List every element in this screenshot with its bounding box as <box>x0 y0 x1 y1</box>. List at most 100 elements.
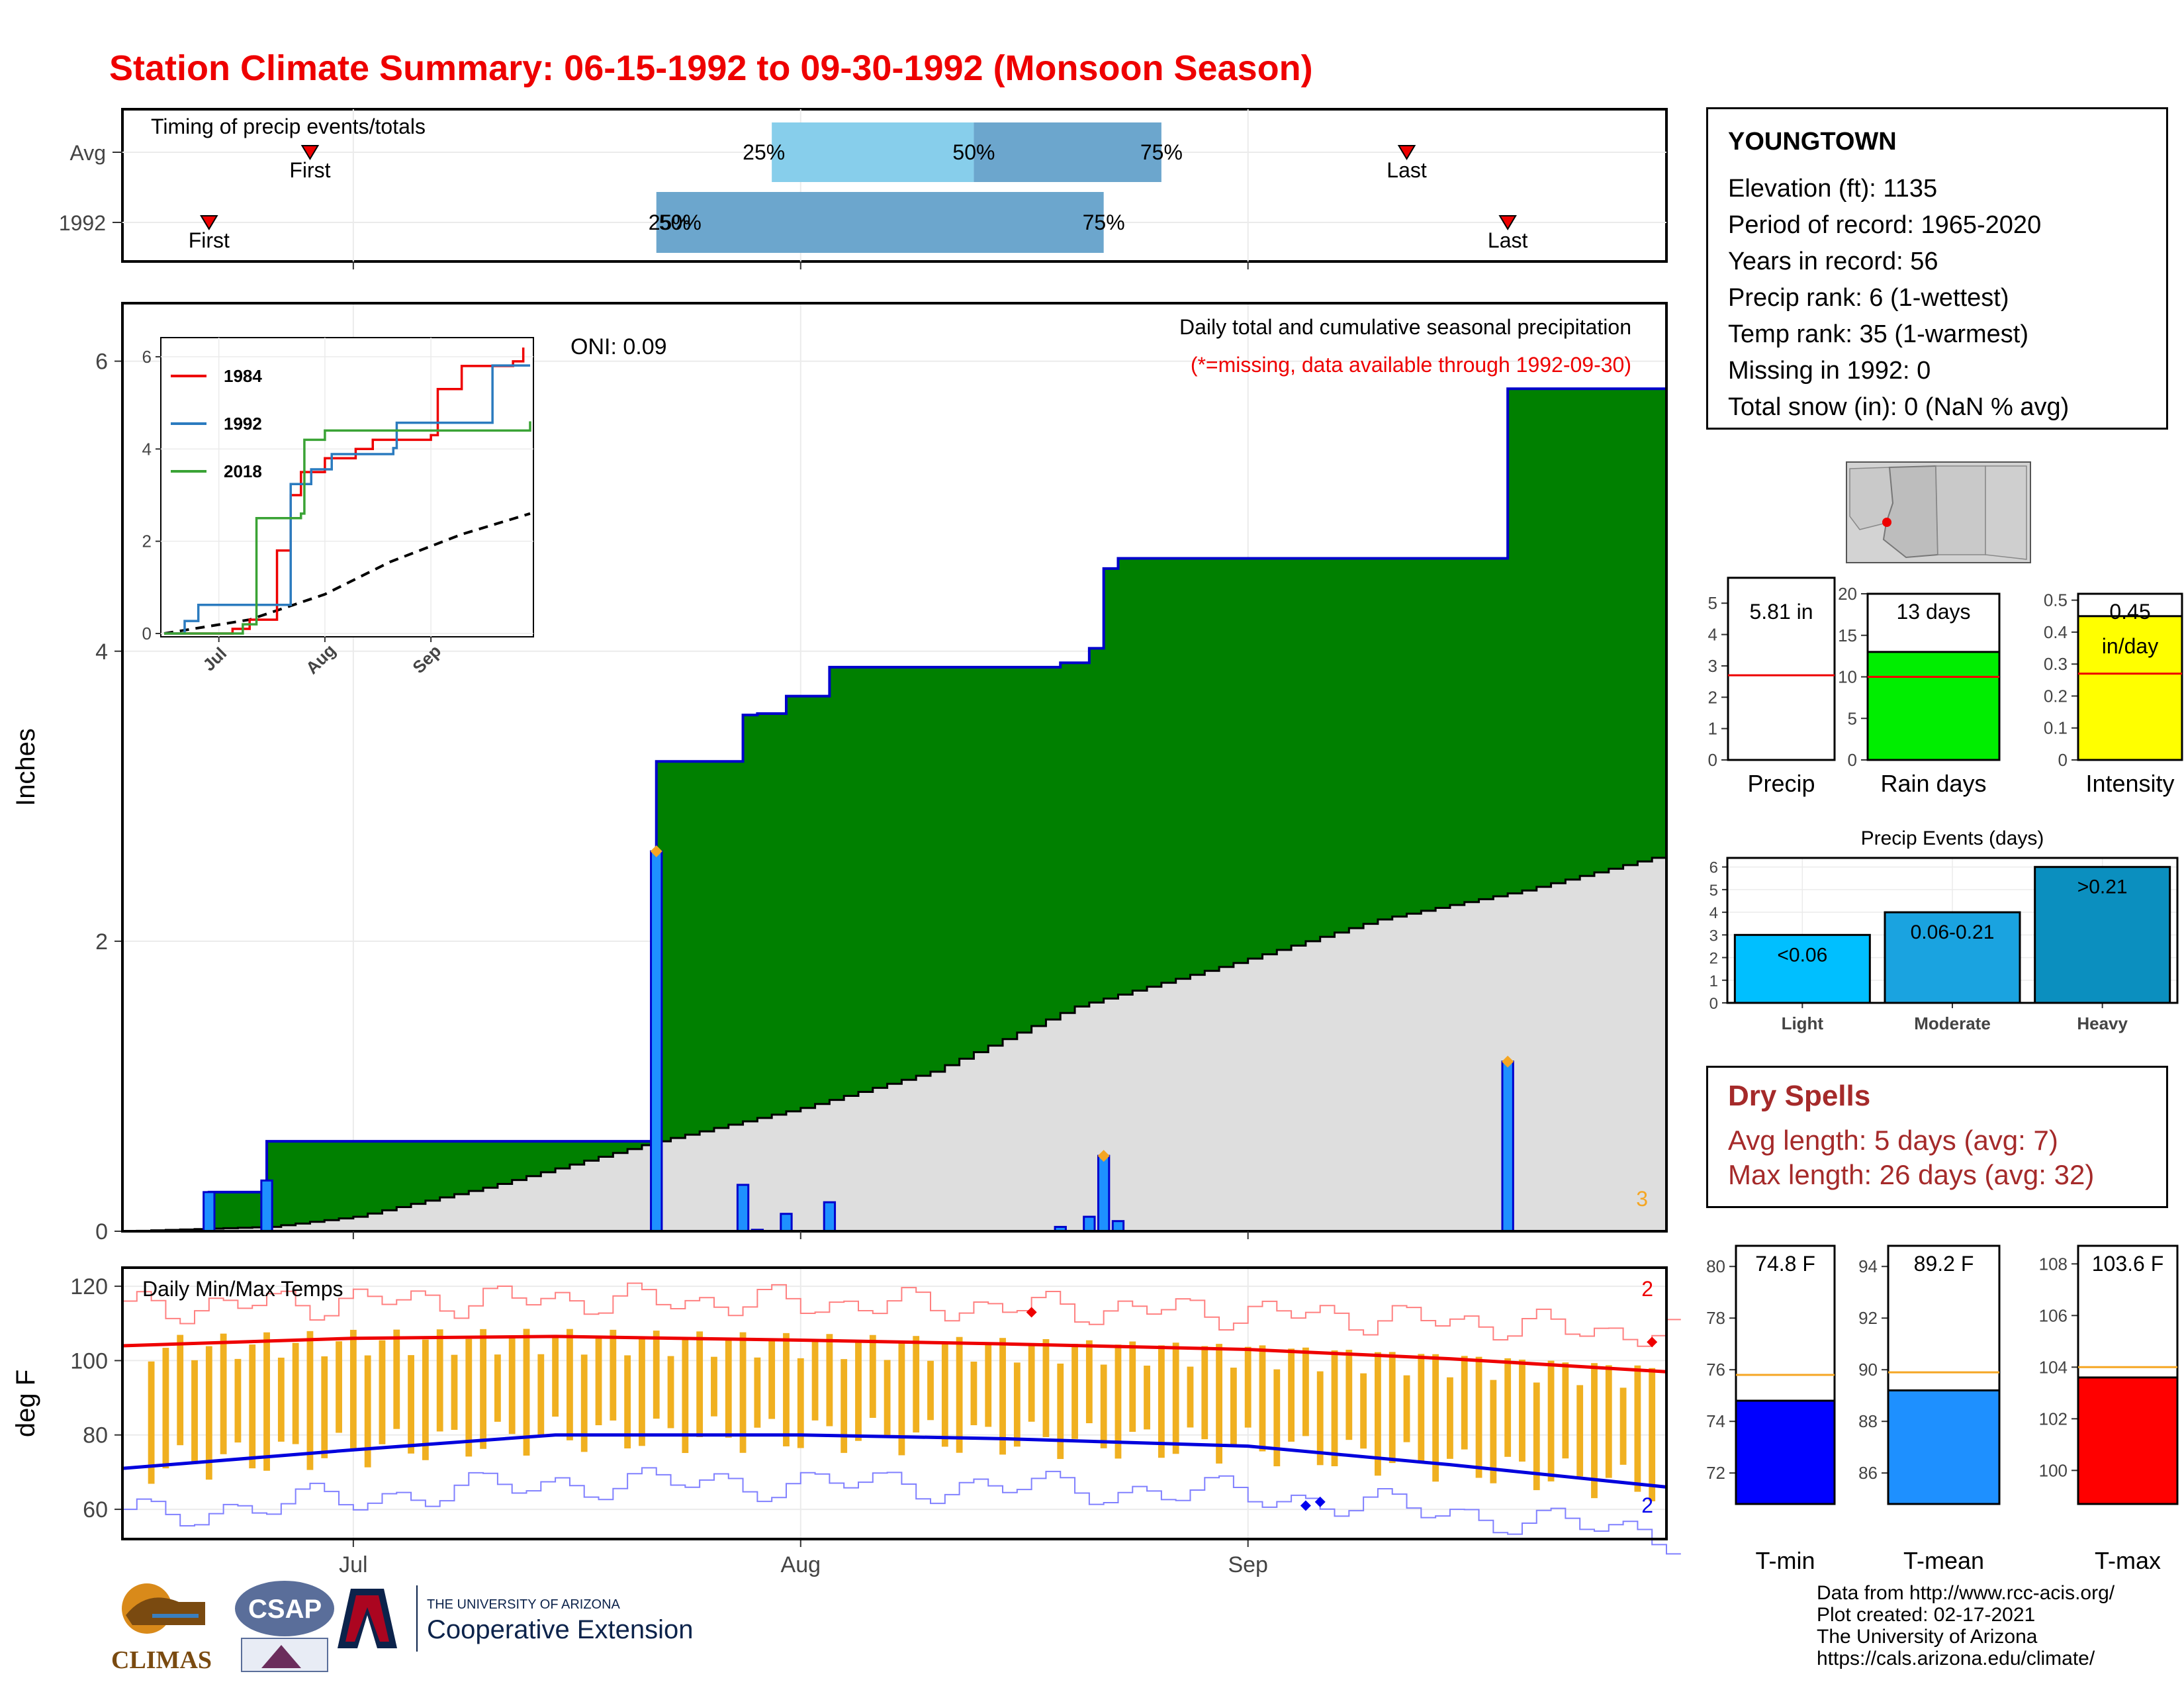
precip-ytick-label: 4 <box>95 639 108 665</box>
mini-ytick-label: 102 <box>2039 1409 2068 1429</box>
daily-temp-bar <box>1619 1387 1627 1465</box>
events-ytick-label: 5 <box>1709 882 1718 900</box>
mini-ytick-label: 100 <box>2039 1460 2068 1480</box>
daily-temp-bar <box>306 1331 314 1470</box>
credit-data-source: Data from http://www.rcc-acis.org/ <box>1817 1582 2115 1604</box>
events-ytick-label: 1 <box>1709 972 1718 990</box>
timing-label-75: 75% <box>1140 140 1183 164</box>
daily-temp-bar <box>567 1329 573 1440</box>
credit-university: The University of Arizona <box>1817 1626 2038 1648</box>
daily-temp-bar <box>999 1338 1006 1455</box>
timing-label-last: Last <box>1387 158 1427 182</box>
daily-temp-bar <box>177 1335 184 1446</box>
mini-name-label: T-max <box>2095 1547 2161 1574</box>
record-high-marker <box>1647 1336 1658 1348</box>
events-xtick-label: Moderate <box>1914 1013 1991 1033</box>
inset-legend-label: 1984 <box>224 366 262 386</box>
daily-temp-bar <box>1605 1365 1612 1478</box>
daily-temp-bar <box>1187 1366 1194 1428</box>
daily-temp-bar <box>1085 1340 1093 1423</box>
events-ytick-label: 4 <box>1709 904 1718 922</box>
events-ytick-label: 6 <box>1709 859 1718 877</box>
precip-average-area <box>122 854 1666 1231</box>
avg-tmax-line <box>122 1335 1667 1374</box>
daily-temp-bar <box>465 1338 473 1457</box>
temps-ylabel: deg F <box>11 1370 40 1437</box>
temps-ytick-label: 80 <box>83 1423 108 1448</box>
temps-xtick-label: Aug <box>781 1552 821 1577</box>
daily-temp-bar <box>811 1340 819 1421</box>
precip-average-line <box>122 854 1668 1233</box>
mini-ytick-label: 0 <box>1708 750 1717 770</box>
daily-temp-bar <box>1216 1344 1222 1464</box>
daily-temp-bar <box>263 1332 270 1471</box>
credit-url: https://cals.arizona.edu/climate/ <box>1817 1648 2095 1669</box>
daily-temp-bar <box>393 1329 400 1429</box>
daily-temp-bar <box>321 1356 328 1458</box>
timing-bar-q25-q75 <box>656 192 1104 253</box>
daily-temp-bar <box>1533 1382 1540 1491</box>
mini-ytick-label: 104 <box>2039 1357 2068 1377</box>
precip-ylabel: Inches <box>11 728 40 806</box>
daily-temp-bar <box>797 1358 804 1448</box>
station-period: Period of record: 1965-2020 <box>1728 211 2042 239</box>
mini-ytick-label: 2 <box>1708 687 1717 707</box>
mini-name-label: T-min <box>1756 1547 1815 1574</box>
temps-ytick-label: 60 <box>83 1497 108 1523</box>
mini-ytick-label: 0.5 <box>2044 590 2068 610</box>
daily-temp-bar <box>1388 1352 1396 1464</box>
mini-value-label: 13 days <box>1896 600 1970 624</box>
record-precip-marker <box>1097 1150 1110 1162</box>
daily-temp-bar <box>277 1357 285 1442</box>
daily-temp-bar <box>1432 1354 1439 1482</box>
daily-temp-bar <box>1375 1352 1381 1476</box>
daily-temp-bar <box>292 1342 299 1444</box>
record-precip-marker <box>1502 1055 1514 1068</box>
daily-precip-bar <box>203 1191 216 1233</box>
inset-frame <box>160 337 534 637</box>
mini-value-label: 89.2 F <box>1914 1252 1974 1276</box>
credit-plot-created: Plot created: 02-17-2021 <box>1817 1604 2036 1626</box>
daily-temp-bar <box>985 1342 992 1427</box>
dry-spells-box: Dry Spells Avg length: 5 days (avg: 7) M… <box>1706 1066 2168 1208</box>
mini-ytick-label: 74 <box>1706 1411 1725 1431</box>
events-bar-heavy <box>2034 866 2171 1004</box>
mini-bar-Intensity <box>2077 615 2183 761</box>
station-precip-rank: Precip rank: 6 (1-wettest) <box>1728 284 2009 312</box>
inset-legend-label: 1992 <box>224 414 262 434</box>
inset-series-1984 <box>164 348 525 635</box>
mini-name-label: Intensity <box>2085 770 2174 797</box>
inset-series-1992 <box>164 364 530 635</box>
daily-temp-bar <box>1649 1368 1656 1501</box>
daily-temp-bar <box>1244 1346 1251 1428</box>
daily-temp-bar <box>422 1339 429 1460</box>
mini-ytick-label: 78 <box>1706 1308 1725 1328</box>
mini-ytick-label: 80 <box>1706 1256 1725 1276</box>
mini-ytick-label: 76 <box>1706 1360 1725 1380</box>
daily-temp-bar <box>1576 1385 1584 1477</box>
mini-name-label: Precip <box>1747 770 1815 797</box>
daily-temp-bar <box>941 1342 948 1447</box>
events-bar-moderate <box>1884 911 2021 1004</box>
daily-temp-bar <box>1158 1345 1165 1458</box>
daily-temp-bar <box>480 1329 486 1449</box>
daily-temp-bar <box>580 1354 588 1452</box>
daily-temp-bar <box>220 1333 227 1454</box>
temps-corner-top: 2 <box>1641 1277 1653 1301</box>
mini-bar-Precip <box>1727 577 1836 761</box>
mini-ytick-label: 72 <box>1706 1463 1725 1483</box>
daily-precip-bar <box>1111 1220 1125 1233</box>
mini-ytick-label: 86 <box>1858 1463 1878 1483</box>
temps-title: Daily Min/Max Temps <box>142 1277 343 1301</box>
daily-temp-bar <box>725 1339 732 1438</box>
events-ytick-label: 2 <box>1709 950 1718 968</box>
daily-temp-bar <box>451 1354 458 1430</box>
events-bar-label: >0.21 <box>2077 876 2128 898</box>
daily-temp-bar <box>1490 1380 1497 1483</box>
daily-temp-bar <box>1418 1354 1425 1464</box>
timing-marker-first <box>200 215 218 230</box>
station-location-dot <box>1882 518 1891 527</box>
station-temp-rank: Temp rank: 35 (1-warmest) <box>1728 320 2029 348</box>
daily-temp-bar <box>364 1355 371 1468</box>
